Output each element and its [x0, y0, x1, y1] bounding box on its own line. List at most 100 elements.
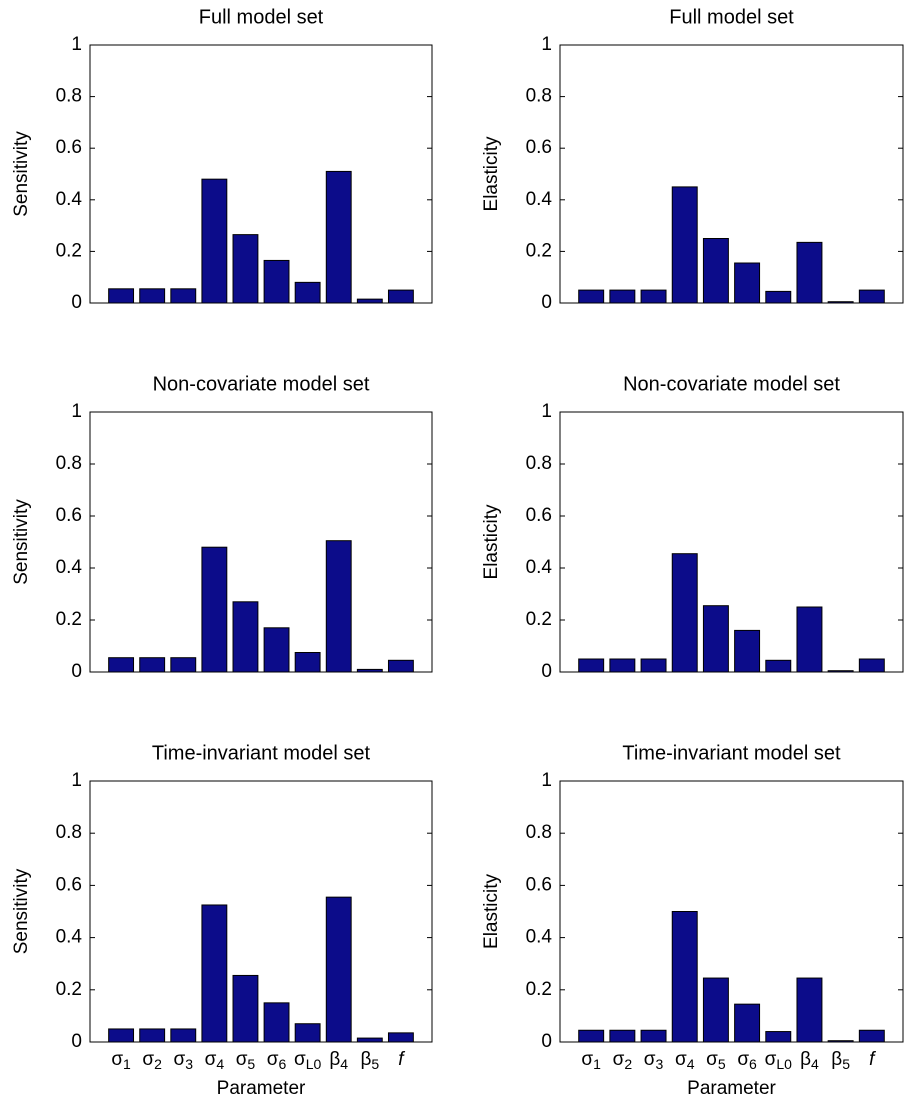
bar — [108, 657, 135, 673]
bar — [702, 605, 729, 673]
y-axis-label: Sensitivity — [11, 499, 32, 585]
bar — [294, 281, 321, 304]
bar — [702, 238, 729, 304]
x-tick-label: σ6 — [267, 1049, 287, 1072]
bar — [108, 288, 135, 304]
bar — [139, 657, 166, 673]
x-tick-label: f — [398, 1049, 405, 1070]
y-tick-label: 0.8 — [526, 453, 552, 474]
chart-title: Time-invariant model set — [622, 742, 841, 764]
bar — [734, 262, 761, 304]
bar — [578, 289, 605, 304]
bar — [232, 601, 259, 673]
y-tick-label: 0.4 — [56, 557, 83, 578]
bar — [640, 289, 667, 304]
y-tick-label: 1 — [541, 770, 552, 791]
y-tick-label: 0 — [541, 1031, 552, 1052]
bar — [201, 178, 228, 304]
x-tick-label: σ4 — [675, 1049, 695, 1072]
y-tick-label: 1 — [541, 401, 552, 422]
x-tick-label: σ5 — [706, 1049, 726, 1072]
x-tick-label: σ2 — [613, 1049, 633, 1072]
x-axis-label: Parameter — [687, 1078, 776, 1099]
y-tick-label: 0 — [71, 292, 82, 313]
bar — [170, 1028, 197, 1043]
x-tick-label: σ1 — [111, 1049, 131, 1072]
chart-title: Non-covariate model set — [153, 373, 370, 395]
axes-box — [89, 44, 433, 304]
y-tick-label: 1 — [71, 770, 82, 791]
bar — [671, 911, 698, 1043]
x-tick-label: σ1 — [581, 1049, 601, 1072]
bar — [671, 186, 698, 304]
chart-title: Time-invariant model set — [152, 742, 371, 764]
bar — [796, 606, 823, 673]
y-tick-label: 1 — [71, 34, 82, 55]
bar — [796, 241, 823, 304]
bar — [263, 627, 290, 673]
bar — [294, 652, 321, 673]
bar — [170, 288, 197, 304]
bar — [796, 977, 823, 1043]
bar — [734, 629, 761, 673]
bar — [263, 259, 290, 304]
y-tick-label: 0 — [71, 1031, 82, 1052]
x-tick-label: σL0 — [294, 1049, 322, 1072]
bar — [858, 1029, 885, 1043]
bar — [640, 658, 667, 673]
y-tick-label: 0.2 — [56, 979, 82, 1000]
bar — [640, 1029, 667, 1043]
y-tick-label: 0.6 — [56, 137, 82, 158]
y-axis-label: Elasticity — [481, 136, 502, 211]
bar — [609, 289, 636, 304]
bar — [858, 658, 885, 673]
bar — [201, 904, 228, 1043]
y-tick-label: 0.2 — [526, 609, 552, 630]
chart-title: Full model set — [669, 6, 794, 28]
bar — [356, 298, 383, 304]
bar — [858, 289, 885, 304]
bar — [609, 658, 636, 673]
bar — [170, 657, 197, 673]
axes-box — [559, 411, 904, 673]
axes-box — [89, 411, 433, 673]
bar — [387, 289, 414, 304]
x-tick-label: σ3 — [644, 1049, 664, 1072]
bar — [671, 553, 698, 673]
bar — [765, 1031, 792, 1043]
bar — [765, 290, 792, 304]
bar — [325, 540, 352, 673]
chart-title: Full model set — [199, 6, 324, 28]
y-tick-label: 0 — [71, 661, 82, 682]
y-tick-label: 0.8 — [56, 86, 82, 107]
bar — [263, 1002, 290, 1043]
bar — [734, 1003, 761, 1043]
x-tick-label: β4 — [329, 1049, 348, 1072]
y-axis-label: Elasticity — [481, 874, 502, 949]
x-tick-label: σ4 — [205, 1049, 225, 1072]
y-tick-label: 0.8 — [56, 453, 82, 474]
x-tick-label: β5 — [831, 1049, 850, 1072]
y-tick-label: 1 — [541, 34, 552, 55]
axes-box — [89, 780, 433, 1043]
y-tick-label: 0.8 — [56, 822, 82, 843]
x-axis-label: Parameter — [217, 1078, 306, 1099]
bar — [609, 1029, 636, 1043]
bar — [387, 1032, 414, 1043]
bar — [702, 977, 729, 1043]
y-tick-label: 0.6 — [526, 874, 552, 895]
bar — [201, 546, 228, 673]
y-axis-label: Sensitivity — [11, 131, 32, 217]
x-tick-label: σ6 — [737, 1049, 757, 1072]
bar — [325, 896, 352, 1043]
bar — [325, 170, 352, 304]
y-tick-label: 0.2 — [56, 240, 82, 261]
bar — [578, 1029, 605, 1043]
y-tick-label: 0.4 — [56, 189, 83, 210]
y-tick-label: 0.4 — [56, 927, 83, 948]
bar — [139, 288, 166, 304]
x-tick-label: σL0 — [765, 1049, 793, 1072]
y-tick-label: 0.4 — [526, 189, 553, 210]
y-tick-label: 0.2 — [526, 979, 552, 1000]
y-axis-label: Sensitivity — [11, 868, 32, 954]
